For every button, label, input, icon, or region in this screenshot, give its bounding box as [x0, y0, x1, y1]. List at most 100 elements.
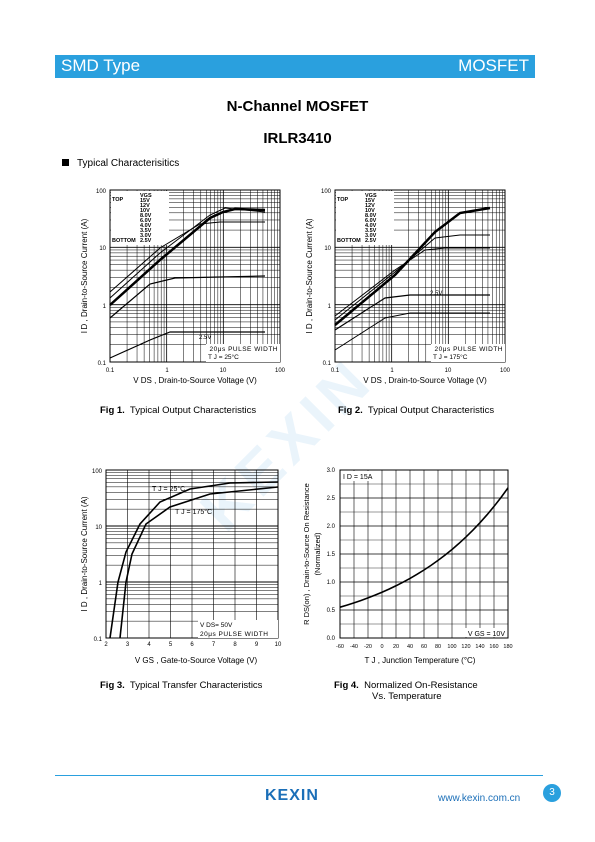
fig3-ytick: 100: [92, 469, 103, 475]
legend-entry: 6.0V: [365, 218, 377, 224]
curve: [109, 331, 265, 359]
curve: [334, 206, 491, 326]
section-heading: Typical Characterisitics: [62, 158, 179, 169]
fig2-note-pulse: 20μs PULSE WIDTH: [435, 346, 503, 353]
fig1-ylabel: I D , Drain-to-Source Current (A): [80, 218, 89, 333]
fig3-xtick: 10: [275, 642, 282, 648]
fig2-xlabel: V DS , Drain-to-Source Voltage (V): [363, 376, 487, 385]
header-left: SMD Type: [61, 56, 141, 75]
footer-url[interactable]: www.kexin.com.cn: [438, 793, 521, 804]
fig1-ytick: 10: [99, 246, 106, 252]
fig1-min-label: 2.5V: [199, 335, 211, 341]
fig2-ytick: 1: [328, 304, 332, 310]
fig3-ytick: 0.1: [94, 637, 103, 643]
legend-entry: VGS: [140, 193, 152, 199]
fig4-ytick: 1.0: [327, 580, 336, 586]
page-number-badge: 3: [543, 784, 561, 802]
legend-entry: 3.0V: [140, 233, 152, 239]
legend-entry: 2.5V: [365, 238, 377, 244]
fig2-min-label: 2.5V: [430, 291, 442, 297]
fig4-ytick: 0.0: [327, 636, 336, 642]
fig2-note-temp: T J = 175°C: [433, 353, 468, 361]
fig2-ytick: 100: [321, 189, 332, 195]
fig2-legend-bottom: BOTTOM: [337, 238, 361, 244]
header-right: MOSFET: [458, 56, 529, 75]
fig1-caption: Fig 1. Typical Output Characteristics: [100, 405, 257, 416]
curve: [334, 312, 490, 351]
fig4-caption-line2: Vs. Temperature: [372, 691, 442, 702]
legend-entry: 3.5V: [140, 228, 152, 234]
fig4-chart: I D = 15A V GS = 10V 3.0 2.5 2.0 1.5 1.0 0.5 0…: [302, 468, 513, 665]
fig3-caption: Fig 3. Typical Transfer Characteristics: [100, 680, 263, 691]
fig4-xtick: 0: [380, 644, 383, 650]
fig1-xlabel: V DS , Drain-to-Source Voltage (V): [133, 376, 257, 385]
fig4-xtick: 40: [407, 644, 413, 650]
fig1-xtick: 100: [275, 368, 286, 374]
fig4-xtick: 160: [489, 644, 498, 650]
legend-entry: 10V: [365, 208, 375, 214]
fig3-xtick: 9: [255, 642, 259, 648]
fig4-ytick: 3.0: [327, 468, 336, 474]
fig4-xtick: 60: [421, 644, 427, 650]
fig2-xtick: 100: [500, 368, 511, 374]
fig3-xtick: 5: [169, 642, 173, 648]
curve: [334, 294, 490, 331]
fig4-ytick: 0.5: [327, 608, 336, 614]
fig4-xtick: 120: [461, 644, 470, 650]
fig1-ytick: 1: [103, 304, 107, 310]
fig2-xtick: 1: [390, 368, 394, 374]
footer-divider: [55, 775, 543, 776]
fig1-ytick: 0.1: [98, 361, 107, 367]
fig4-xlabel: T J , Junction Temperature (°C): [365, 656, 476, 665]
fig1-legend-bottom: BOTTOM: [112, 238, 136, 244]
curve: [109, 275, 266, 319]
bullet-square-icon: [62, 159, 69, 166]
fig3-t175: T J = 175°C: [175, 508, 212, 516]
fig3-chart: T J = 25°C T J = 175°C V DS= 50V 20μs PU…: [80, 469, 282, 665]
legend-entry: 8.0V: [140, 213, 152, 219]
fig2-caption: Fig 2. Typical Output Characteristics: [338, 405, 495, 416]
curve: [109, 481, 279, 639]
kexin-logo: KEXIN: [265, 787, 319, 804]
curve: [109, 221, 265, 293]
curve: [334, 234, 490, 321]
fig3-ytick: 10: [95, 525, 102, 531]
legend-entry: 3.5V: [365, 228, 377, 234]
fig4-xtick: -60: [336, 644, 344, 650]
fig3-note-pulse: 20μs PULSE WIDTH: [200, 631, 268, 638]
fig4-xtick: -20: [364, 644, 372, 650]
legend-entry: 4.0V: [140, 223, 152, 229]
header-banner: SMD Type MOSFET: [55, 55, 535, 78]
fig3-xtick: 6: [190, 642, 194, 648]
fig1-note-temp: T J = 25°C: [208, 353, 239, 361]
legend-entry: 15V: [365, 198, 375, 204]
fig2-xtick: 10: [445, 368, 452, 374]
fig4-xtick: 100: [447, 644, 456, 650]
fig4-xtick: 140: [475, 644, 484, 650]
legend-entry: 6.0V: [140, 218, 152, 224]
fig3-xtick: 3: [126, 642, 130, 648]
part-number: IRLR3410: [263, 130, 332, 147]
legend-entry: 3.0V: [365, 233, 377, 239]
fig4-ylabel: R DS(on) , Drain-to-Source On Resistance: [302, 483, 311, 625]
curve: [334, 247, 490, 317]
legend-entry: 12V: [365, 203, 375, 209]
legend-entry: 12V: [140, 203, 150, 209]
fig2-ytick: 10: [324, 246, 331, 252]
legend-entry: 4.0V: [365, 223, 377, 229]
fig4-note-id: I D = 15A: [343, 474, 373, 481]
curve: [339, 487, 509, 608]
fig3-xlabel: V GS , Gate-to-Source Voltage (V): [135, 656, 258, 665]
fig4-ylabel2: (Normalized): [313, 532, 322, 575]
curve: [119, 486, 279, 639]
fig3-note-vds: V DS= 50V: [200, 622, 233, 629]
fig4-xtick: 20: [393, 644, 399, 650]
fig3-t25: T J = 25°C: [152, 485, 185, 493]
fig1-xtick: 10: [220, 368, 227, 374]
fig1-ytick: 100: [96, 189, 107, 195]
fig3-xtick: 2: [104, 642, 108, 648]
fig1-chart: TOP BOTTOM VGS15V12V10V8.0V6.0V4.0V3.5V3…: [80, 189, 286, 385]
fig4-xtick: 80: [435, 644, 441, 650]
fig3-xtick: 4: [147, 642, 151, 648]
legend-entry: 8.0V: [365, 213, 377, 219]
